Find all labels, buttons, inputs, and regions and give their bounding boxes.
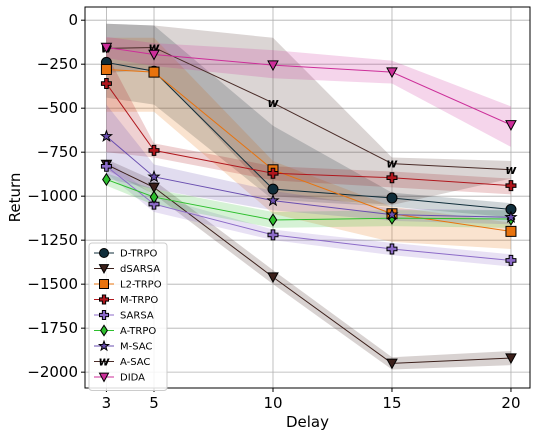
point-m-sac (385, 207, 399, 221)
point-dida (148, 49, 160, 61)
x-tick-label: 3 (102, 394, 112, 412)
point-m-trpo (100, 78, 112, 90)
point-dida (100, 42, 113, 54)
y-axis-label: Return (6, 173, 24, 223)
point-d-trpo (386, 192, 398, 204)
legend-label-sarsa: SARSA (120, 311, 154, 322)
point-m-trpo (148, 144, 160, 156)
point-sarsa (267, 229, 279, 241)
point-dsarsa (267, 272, 279, 284)
point-sarsa (100, 160, 112, 172)
band-m-sac (106, 104, 511, 225)
point-l2-trpo (100, 63, 112, 75)
point-m-sac (147, 169, 161, 183)
legend-label-m-trpo: M-TRPO (120, 295, 158, 306)
legend-label-dsarsa: dSARSA (120, 264, 160, 275)
point-a-trpo (102, 172, 111, 187)
y-tick-label: −500 (37, 99, 78, 117)
x-tick-label: 20 (501, 394, 520, 412)
point-dida (386, 67, 398, 79)
point-m-trpo (386, 172, 398, 184)
legend-label-a-trpo: A-TRPO (120, 326, 156, 337)
legend-marker-d-trpo (99, 248, 109, 258)
point-l2-trpo (505, 225, 517, 237)
point-a-sac: w (505, 163, 517, 177)
point-sarsa (505, 254, 517, 266)
band-l2-trpo (106, 37, 511, 249)
x-tick-label: 15 (382, 394, 401, 412)
point-dida (267, 60, 279, 72)
legend-marker-m-trpo (99, 294, 109, 305)
band-a-trpo (106, 173, 511, 228)
point-a-sac: w (267, 96, 279, 110)
point-dsarsa (505, 353, 517, 365)
legend-marker-a-sac: w (98, 355, 110, 369)
point-m-trpo (267, 167, 279, 179)
y-tick-label: 0 (68, 11, 78, 29)
legend-label-dida: DIDA (120, 373, 145, 384)
point-a-trpo (149, 190, 159, 204)
point-dsarsa (386, 358, 398, 370)
plot-frame (84, 6, 531, 389)
legend-marker-dida (98, 372, 110, 383)
point-a-sac: w (386, 157, 398, 171)
legend-marker-dsarsa (98, 264, 110, 275)
legend-label-m-sac: M-SAC (120, 342, 152, 353)
point-sarsa (148, 198, 160, 210)
y-tick-label: −1000 (27, 187, 78, 205)
point-m-sac (504, 210, 518, 223)
point-m-sac (266, 193, 280, 207)
band-dida (106, 36, 511, 147)
y-tick-label: −2000 (27, 363, 78, 381)
axis-ticks: 3 5 10 15 20 0 −250 −500 −750 −1000 −1250 −1500 −175… (27, 11, 520, 412)
series-markers: wwwww (99, 40, 518, 370)
line-a-sac (106, 46, 511, 171)
legend-label-l2-trpo: L2-TRPO (120, 280, 162, 291)
legend-marker-a-trpo (100, 324, 108, 337)
legend-marker-m-sac (97, 339, 111, 352)
point-m-trpo (505, 180, 517, 192)
band-m-trpo (106, 53, 511, 195)
x-tick-label: 5 (149, 394, 159, 412)
legend-label-a-sac: A-SAC (120, 357, 150, 368)
y-tick-label: −750 (37, 143, 78, 161)
point-d-trpo (267, 183, 279, 195)
x-tick-label: 10 (263, 394, 282, 412)
point-l2-trpo (148, 66, 160, 78)
band-dsarsa (106, 159, 511, 370)
point-m-sac (99, 129, 114, 142)
y-tick-label: −250 (37, 55, 78, 73)
y-tick-label: −1750 (27, 319, 78, 337)
band-a-sac (106, 23, 511, 205)
legend: D-TRPO dSARSA L2-TRPO M-TRPO SARSA A-TRPO M-SA… (88, 242, 168, 391)
point-a-trpo (268, 213, 278, 227)
point-sarsa (386, 243, 398, 255)
legend-label-d-trpo: D-TRPO (120, 249, 157, 260)
point-dsarsa (148, 182, 160, 194)
legend-marker-l2-trpo (99, 279, 109, 289)
y-tick-label: −1250 (27, 231, 78, 249)
x-axis-label: Delay (286, 413, 329, 431)
legend-marker-sarsa (99, 310, 109, 320)
point-dida (505, 120, 517, 131)
y-tick-label: −1500 (27, 275, 78, 293)
